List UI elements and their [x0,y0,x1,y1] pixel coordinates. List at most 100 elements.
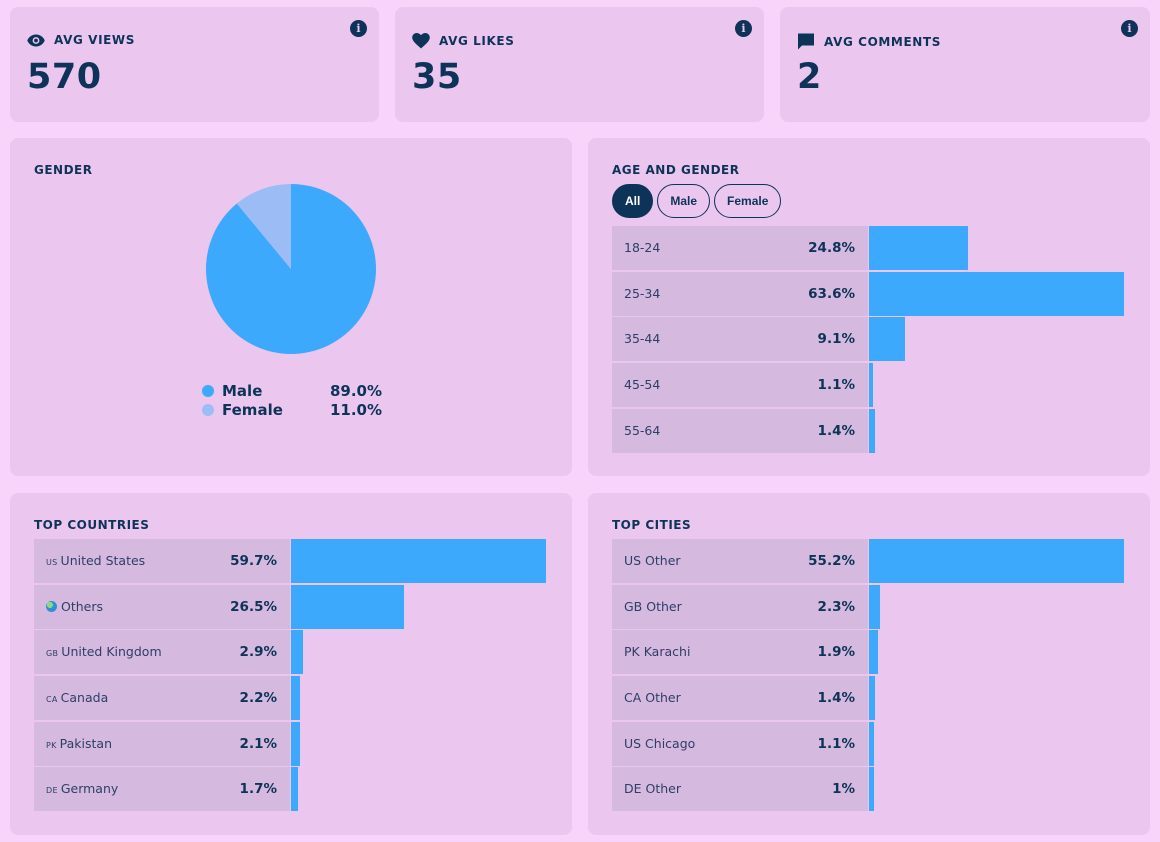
age-gender-card: AGE AND GENDER All Male Female 18-24 24.8… [588,138,1150,476]
filter-female-button[interactable]: Female [714,184,782,218]
bar-row-label: 25-34 [624,285,661,301]
section-title: TOP CITIES [612,518,692,532]
bar-row-label-cell: PK Pakistan 2.1% [34,721,290,768]
bar-row-value: 1.4% [817,690,855,707]
bar-row-label: 18-24 [624,240,661,255]
country-code: DE [46,786,58,796]
globe-icon [46,600,57,612]
bar-row-label-cell: CA Canada 2.2% [34,676,290,721]
bar-row-value: 55.2% [808,553,855,569]
bar-row-label-cell: GB Other 2.3% [612,584,868,629]
bar-row-value: 2.3% [817,598,855,615]
kpi-card-views: AVG VIEWS 570 i [10,7,379,122]
bar [869,408,875,453]
bar-row-value: 2.2% [239,690,277,707]
bar-row-label: CA Other [624,690,681,706]
bar-row-value: 26.5% [230,598,277,615]
info-icon[interactable]: i [735,20,752,37]
legend-value: 11.0% [329,401,382,419]
kpi-card-likes: AVG LIKES 35 i [395,7,764,122]
bar-row-value: 1% [832,781,855,798]
section-title: GENDER [34,163,93,177]
bar-row-value: 1.9% [817,644,855,661]
legend-dot [202,385,214,397]
kpi-label: AVG COMMENTS [824,34,941,49]
gender-card: GENDER Male 89.0% Female 11.0% [10,138,572,476]
cities-bar-table: US Other 55.2% GB Other 2.3% PK Karachi 1.9% C… [612,539,1125,813]
bar-row-label: PK Pakistan [46,722,112,768]
country-name: United States [60,553,146,568]
legend-label: Male [222,382,263,400]
bar-row: DE Germany 1.7% [34,767,547,813]
bar-row-label: 35-44 [624,331,661,347]
bar-row: 25-34 63.6% [612,271,1125,316]
bar-row-label-cell: US Other 55.2% [612,539,868,583]
bar-row-label-cell: 35-44 9.1% [612,317,868,362]
info-icon[interactable]: i [1121,20,1138,37]
bar-row: CA Other 1.4% [612,676,1125,721]
section-title: TOP COUNTRIES [34,518,150,532]
bar-row: PK Karachi 1.9% [612,630,1125,675]
legend-value: 89.0% [329,382,382,400]
bar [869,767,874,812]
bar-row: GB United Kingdom 2.9% [34,630,547,675]
bar-row-label-cell: 25-34 63.6% [612,271,868,316]
country-name: Pakistan [59,735,113,751]
bar-row-value: 63.6% [808,285,855,302]
pie-slice-female [236,184,291,269]
bar-row-label-cell: US United States 59.7% [34,539,290,583]
legend-item-female: Female 11.0% [202,401,382,419]
country-code: CA [46,695,58,705]
country-code: PK [46,740,57,750]
bar-row: Others 26.5% [34,584,547,629]
country-name: United Kingdom [61,644,162,660]
bar-row-label-cell: US Chicago 1.1% [612,721,868,766]
bar-row: PK Pakistan 2.1% [34,721,547,768]
comment-icon [797,33,815,50]
bar-row-value: 1.7% [239,781,277,798]
top-countries-card: TOP COUNTRIES US United States 59.7% Others… [10,493,572,835]
eye-icon [27,34,45,47]
kpi-value: 570 [27,57,102,97]
bar-row-label-cell: CA Other 1.4% [612,676,868,721]
bar [291,630,303,675]
bar [869,584,880,629]
bar [869,363,873,408]
country-code: US [46,558,58,567]
bar-row-label-cell: PK Karachi 1.9% [612,630,868,675]
gender-filter-group: All Male Female [612,184,782,218]
bar-row: US United States 59.7% [34,539,547,583]
pie-slice-male [206,184,377,354]
country-name: Canada [60,690,109,706]
bar-row-label: DE Germany [46,767,118,813]
filter-all-button[interactable]: All [612,184,654,218]
bar-row-value: 1.4% [817,422,855,439]
bar-row-label: US United States [46,539,145,585]
heart-icon [412,33,430,49]
info-icon[interactable]: i [350,20,367,37]
kpi-header: AVG COMMENTS [797,33,941,50]
bar-row-label: 55-64 [624,422,661,438]
bar-row-label-cell: DE Germany 1.7% [34,767,290,813]
bar-row-label-cell: DE Other 1% [612,767,868,812]
country-code: GB [46,649,59,659]
kpi-value: 2 [797,57,822,97]
bar-row: US Other 55.2% [612,539,1125,583]
bar-row-value: 2.9% [239,644,277,661]
country-name: Germany [60,781,119,797]
bar-row: 18-24 24.8% [612,226,1125,270]
bar [869,271,1124,316]
bar [869,676,875,721]
kpi-header: AVG VIEWS [27,33,135,47]
bar-row-value: 24.8% [808,240,855,256]
bar-row-value: 59.7% [230,553,277,569]
bar-row-value: 9.1% [817,331,855,348]
bar [869,630,878,675]
legend-dot [202,404,214,416]
top-cities-card: TOP CITIES US Other 55.2% GB Other 2.3% PK K… [588,493,1150,835]
section-title: AGE AND GENDER [612,163,740,177]
filter-male-button[interactable]: Male [657,184,711,218]
kpi-label: AVG VIEWS [54,33,136,47]
bar [291,676,300,721]
bar [869,721,874,766]
